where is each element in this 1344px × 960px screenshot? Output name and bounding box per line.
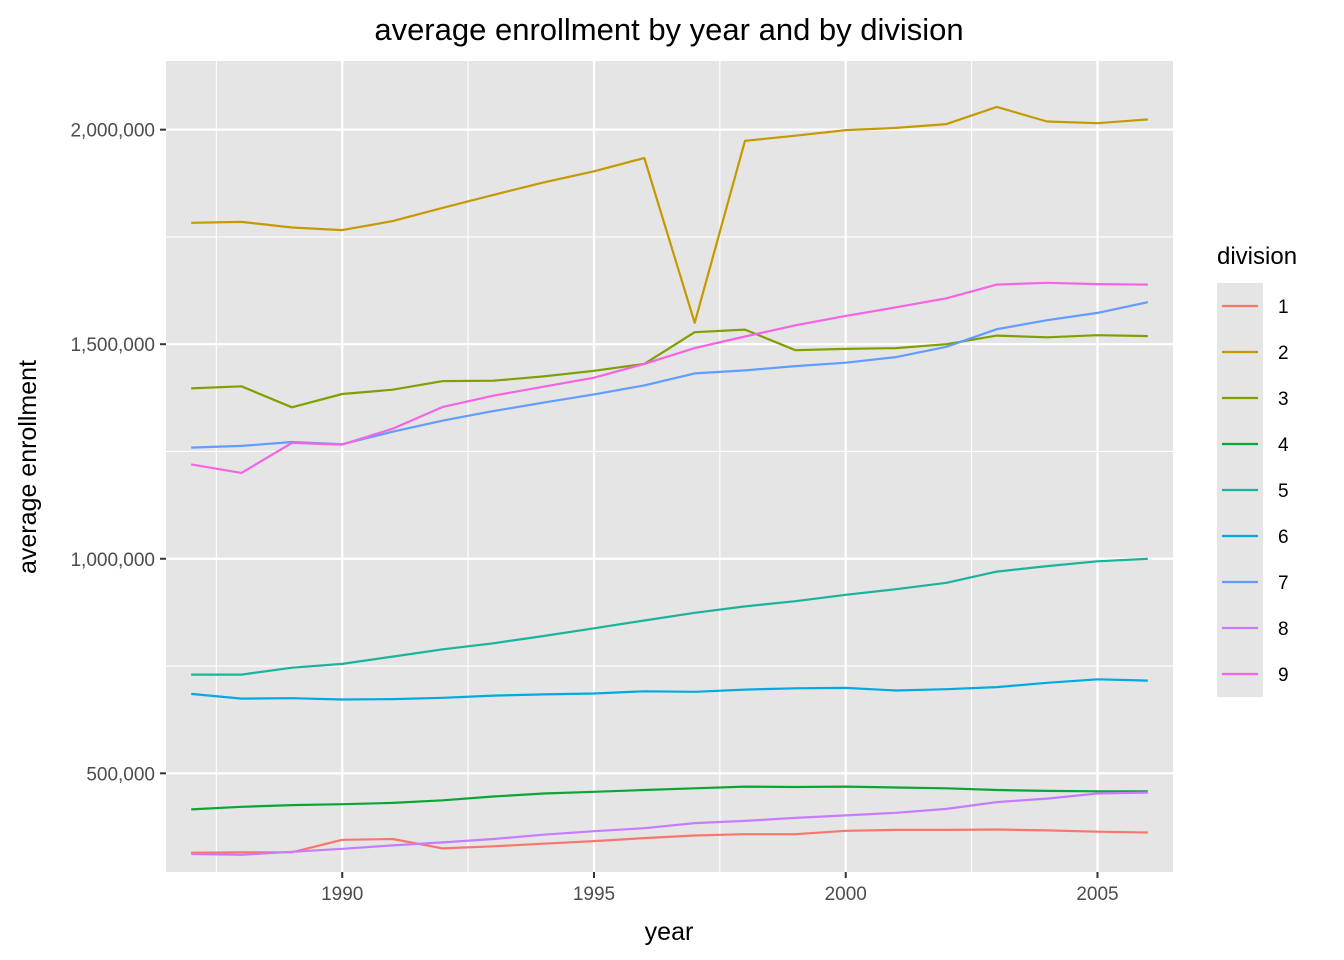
x-tick-label: 2000 xyxy=(825,884,867,905)
legend-label-2: 2 xyxy=(1278,343,1289,364)
y-axis-title: average enrollment xyxy=(14,360,42,574)
x-tick-label: 1995 xyxy=(573,884,615,905)
y-tick-label: 1,500,000 xyxy=(70,335,155,356)
series-line-2 xyxy=(191,105,1148,324)
legend-label-4: 4 xyxy=(1278,435,1289,456)
plot-panel xyxy=(166,61,1173,872)
y-tick-label: 1,000,000 xyxy=(70,550,155,571)
series-line-4 xyxy=(191,785,1148,811)
y-tick-label: 500,000 xyxy=(86,764,155,785)
series-line-3 xyxy=(191,328,1148,409)
y-tick-label: 2,000,000 xyxy=(70,121,155,142)
x-tick-label: 1990 xyxy=(321,884,363,905)
legend-label-1: 1 xyxy=(1278,297,1289,318)
legend-label-9: 9 xyxy=(1278,665,1289,686)
x-tick-label: 2005 xyxy=(1076,884,1118,905)
legend-label-3: 3 xyxy=(1278,389,1289,410)
legend-label-5: 5 xyxy=(1278,481,1289,502)
legend: division 1 2 3 4 5 6 7 8 9 xyxy=(1217,243,1297,697)
series-line-9 xyxy=(191,281,1148,474)
legend-label-7: 7 xyxy=(1278,573,1289,594)
legend-title: division xyxy=(1217,243,1297,270)
x-axis: 1990 1995 2000 2005 xyxy=(321,872,1119,905)
major-gridlines xyxy=(166,61,1173,872)
y-axis: 500,000 1,000,000 1,500,000 2,000,000 xyxy=(70,121,166,785)
legend-label-8: 8 xyxy=(1278,619,1289,640)
legend-label-6: 6 xyxy=(1278,527,1289,548)
series-line-8 xyxy=(191,791,1148,856)
series-line-5 xyxy=(191,557,1148,676)
chart-title: average enrollment by year and by divisi… xyxy=(374,12,963,47)
series-line-1 xyxy=(191,828,1148,854)
legend-items: 1 2 3 4 5 6 7 8 9 xyxy=(1222,297,1289,686)
series-line-6 xyxy=(191,678,1148,701)
series-lines xyxy=(191,105,1149,856)
x-axis-title: year xyxy=(645,918,694,946)
